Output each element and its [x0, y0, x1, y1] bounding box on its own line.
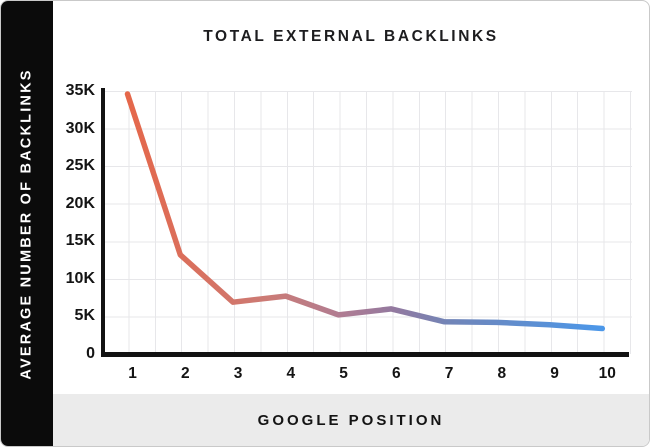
- y-axis-title: AVERAGE NUMBER OF BACKLINKS: [19, 67, 35, 380]
- x-tick-label: 4: [286, 365, 296, 382]
- y-tick-label: 0: [86, 344, 95, 362]
- x-tick-label: 8: [497, 365, 507, 382]
- y-tick-label: 35K: [65, 82, 95, 99]
- x-axis-title: GOOGLE POSITION: [257, 411, 445, 429]
- y-tick-label: 30K: [65, 119, 95, 137]
- y-tick-label: 15K: [65, 232, 95, 250]
- y-tick-label: 20K: [65, 194, 95, 212]
- x-tick-label: 7: [444, 365, 454, 382]
- y-tick-label: 10K: [65, 269, 95, 287]
- y-tick-label: 5K: [74, 307, 95, 325]
- backlinks-trend-line: [124, 91, 606, 332]
- x-tick-label: 3: [233, 365, 243, 382]
- chart-title: TOTAL EXTERNAL BACKLINKS: [203, 28, 499, 45]
- x-axis-line: [100, 352, 629, 357]
- x-tick-label: 2: [180, 365, 190, 382]
- x-tick-label: 10: [598, 365, 616, 382]
- y-tick-label: 25K: [65, 157, 95, 175]
- y-axis-title-bar: AVERAGE NUMBER OF BACKLINKS: [1, 1, 53, 446]
- x-tick-label: 6: [391, 365, 401, 382]
- y-axis-line: [100, 88, 105, 356]
- x-tick-label: 9: [550, 365, 559, 382]
- x-axis-title-bar: GOOGLE POSITION: [53, 394, 649, 446]
- x-tick-label: 5: [339, 365, 348, 382]
- x-tick-label: 1: [128, 365, 137, 382]
